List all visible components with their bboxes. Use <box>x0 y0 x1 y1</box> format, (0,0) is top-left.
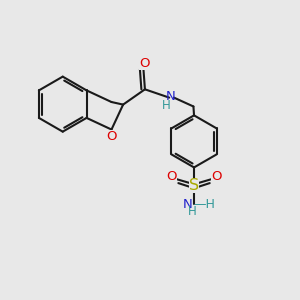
Text: O: O <box>166 170 177 183</box>
Text: N: N <box>166 90 175 103</box>
Text: O: O <box>139 57 149 70</box>
Text: N: N <box>183 198 193 211</box>
Text: H: H <box>188 205 197 218</box>
Text: O: O <box>106 130 117 142</box>
Text: H: H <box>162 99 171 112</box>
Text: S: S <box>189 178 199 193</box>
Text: —H: —H <box>194 198 215 211</box>
Text: O: O <box>211 170 222 183</box>
